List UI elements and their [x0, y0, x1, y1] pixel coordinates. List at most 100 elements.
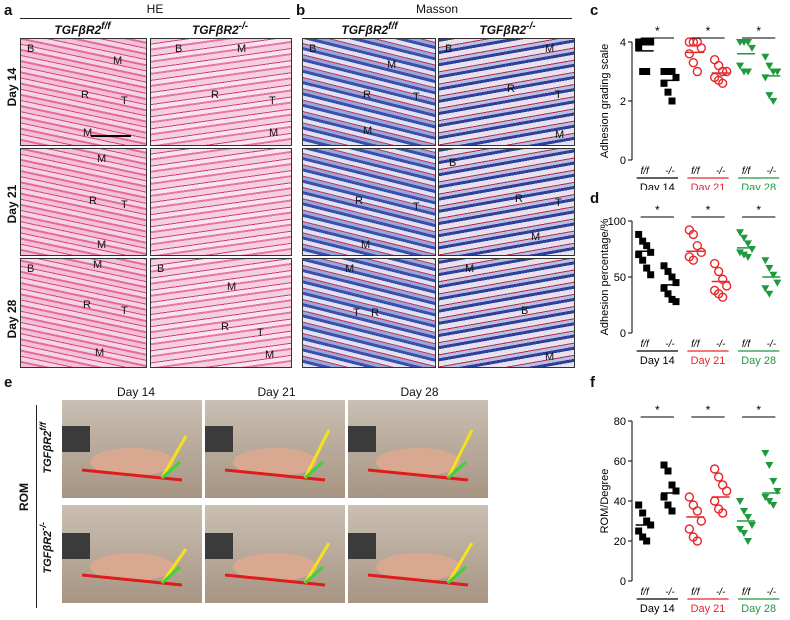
tissue-label-t: T	[555, 89, 562, 101]
data-point	[688, 229, 699, 240]
clamp-shape	[60, 426, 90, 452]
data-point	[660, 284, 668, 292]
data-point	[635, 527, 643, 535]
tissue-label-r: R	[211, 89, 219, 101]
tissue-label-m2: M	[269, 127, 279, 139]
he-ff-day28-image: B M R T M	[20, 258, 147, 368]
data-point	[717, 274, 728, 284]
data-point	[672, 298, 680, 306]
tissue-label-r: R	[221, 321, 229, 333]
data-point	[647, 248, 655, 256]
data-point	[647, 271, 655, 279]
y-tick-label: 80	[614, 416, 626, 428]
data-point	[740, 530, 748, 537]
data-point	[635, 230, 643, 238]
green-angle-line	[161, 565, 181, 585]
tissue-label-m2: M	[545, 351, 555, 363]
tissue-label-r: R	[355, 195, 363, 207]
data-point	[769, 271, 778, 279]
data-point	[672, 73, 680, 81]
data-point	[672, 487, 680, 495]
y-tick-label: 0	[620, 155, 626, 167]
tissue-label-r: R	[81, 89, 89, 101]
data-point	[744, 253, 752, 261]
data-point	[668, 273, 676, 281]
green-angle-line	[447, 565, 467, 585]
rom-photo-ko-day14	[60, 505, 202, 603]
data-point	[748, 522, 756, 529]
group-label: -/-	[716, 166, 726, 177]
day-label: Day 14	[640, 182, 675, 190]
data-point	[660, 493, 668, 501]
data-point	[664, 88, 672, 96]
y-tick-label: 20	[614, 536, 626, 548]
tissue-label-b: B	[175, 43, 183, 55]
data-point	[643, 242, 651, 250]
group-label: f/f	[691, 587, 701, 598]
rom-photo-ff-day21	[203, 400, 345, 498]
data-point	[709, 464, 720, 474]
data-point	[660, 262, 668, 270]
tissue-label-r: R	[515, 193, 523, 205]
tissue-label-t: T	[121, 199, 128, 211]
data-point	[773, 488, 782, 495]
data-point	[736, 249, 744, 257]
group-label: f/f	[742, 339, 752, 350]
masson-header: Masson	[415, 2, 459, 16]
data-point	[672, 279, 680, 287]
clamp-shape	[203, 426, 233, 452]
data-point	[744, 39, 752, 46]
group-label: f/f	[691, 339, 701, 350]
data-point	[736, 62, 744, 70]
data-point	[643, 517, 651, 525]
tissue-label-m: M	[465, 263, 475, 275]
y-axis-label: Adhesion percentage/%	[599, 218, 611, 335]
data-point	[736, 229, 744, 237]
mouse-paw	[376, 448, 460, 476]
day-label: Day 28	[741, 603, 776, 615]
red-baseline	[367, 573, 469, 587]
data-point	[639, 38, 647, 46]
data-point	[696, 43, 707, 53]
data-point	[736, 498, 744, 505]
data-point	[721, 486, 732, 496]
data-point	[744, 514, 752, 521]
day-label: Day 14	[640, 603, 675, 615]
data-point	[688, 255, 699, 265]
tissue-label-b: B	[445, 43, 453, 55]
yellow-angle-line	[160, 548, 188, 584]
tissue-label-r: R	[507, 83, 515, 95]
panel-label-f: f	[590, 374, 595, 391]
group-label: f/f	[742, 166, 752, 177]
data-point	[660, 68, 668, 75]
data-point	[643, 264, 651, 272]
tissue-label-t: T	[413, 91, 420, 103]
data-point	[761, 450, 770, 457]
tissue-label-m2: M	[97, 239, 107, 251]
group-label: -/-	[767, 339, 777, 350]
data-point	[639, 256, 647, 264]
data-point	[740, 234, 748, 242]
tissue-label-m2: M	[265, 349, 275, 361]
data-point	[684, 492, 695, 502]
masson-header-rule	[302, 18, 572, 19]
data-point	[643, 537, 651, 545]
y-tick-label: 40	[614, 496, 626, 508]
tissue-label-t: T	[257, 327, 264, 339]
tissue-label-b: B	[157, 263, 165, 275]
data-point	[740, 251, 748, 259]
data-point	[717, 508, 728, 518]
significance-star: *	[756, 205, 761, 217]
rom-photo-ko-day28	[346, 505, 488, 603]
masson-ko-day28-image: M B M	[438, 258, 575, 368]
group-label: f/f	[742, 587, 752, 598]
tissue-label-m: M	[545, 43, 555, 55]
day-label: Day 28	[741, 355, 776, 367]
tissue-label-b: B	[27, 263, 35, 275]
y-tick-label: 0	[620, 328, 626, 340]
group-label: f/f	[640, 339, 650, 350]
data-point	[713, 266, 724, 277]
genotype-ko-he: TGFβR2-/-	[191, 21, 249, 37]
mouse-paw	[376, 553, 460, 581]
